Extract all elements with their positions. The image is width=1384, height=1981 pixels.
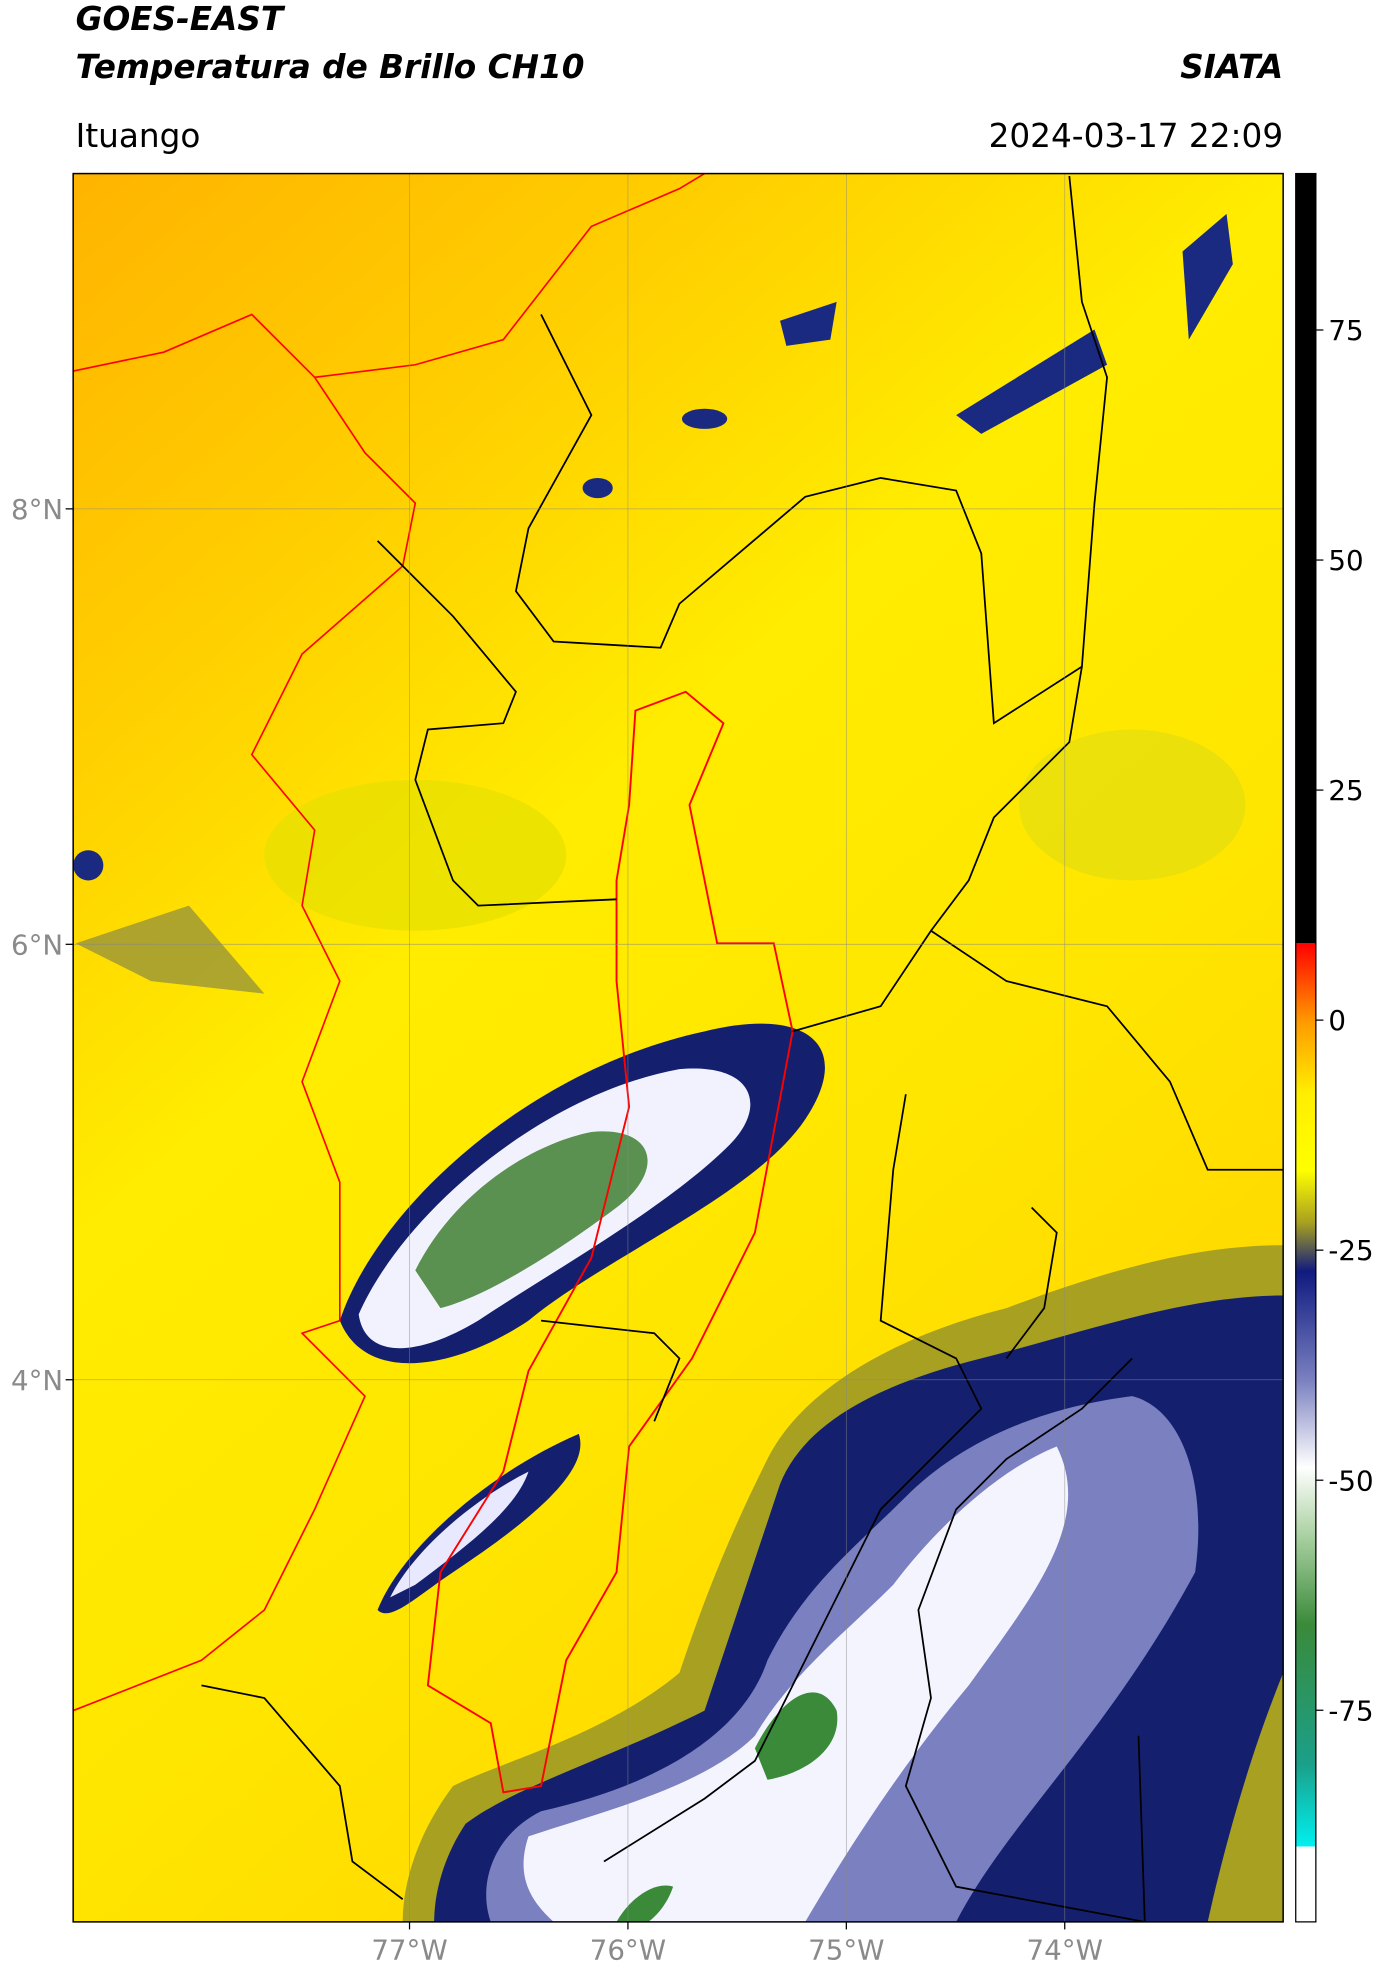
x-tick-label: 76°W <box>590 1934 666 1967</box>
source: SIATA <box>1180 48 1283 86</box>
colorbar-tick-label: -75 <box>1328 1694 1373 1727</box>
y-tick-label: 8°N <box>11 493 63 526</box>
map-frame <box>72 172 1284 1923</box>
colorbar-tick-label: 25 <box>1328 774 1363 807</box>
title: GOES-EAST <box>76 0 286 38</box>
x-tick-label: 77°W <box>371 1934 447 1967</box>
colorbar-tick-label: 75 <box>1328 314 1363 347</box>
graticule <box>65 173 1284 1930</box>
location: Ituango <box>76 117 201 155</box>
timestamp: 2024-03-17 22:09 <box>989 117 1284 155</box>
colorbar-tick-label: -50 <box>1328 1464 1373 1497</box>
colorbar-tick-label: 50 <box>1328 544 1363 577</box>
subtitle: Temperatura de Brillo CH10 <box>76 48 585 86</box>
x-tick-label: 75°W <box>808 1934 884 1967</box>
map-image <box>73 173 1284 1922</box>
colorbar <box>1295 172 1317 1923</box>
colorbar-tick-label: -25 <box>1328 1234 1373 1267</box>
y-tick-label: 6°N <box>11 928 63 961</box>
colorbar-tick-label: 0 <box>1328 1004 1346 1037</box>
y-tick-label: 4°N <box>11 1364 63 1397</box>
x-tick-label: 74°W <box>1027 1934 1103 1967</box>
